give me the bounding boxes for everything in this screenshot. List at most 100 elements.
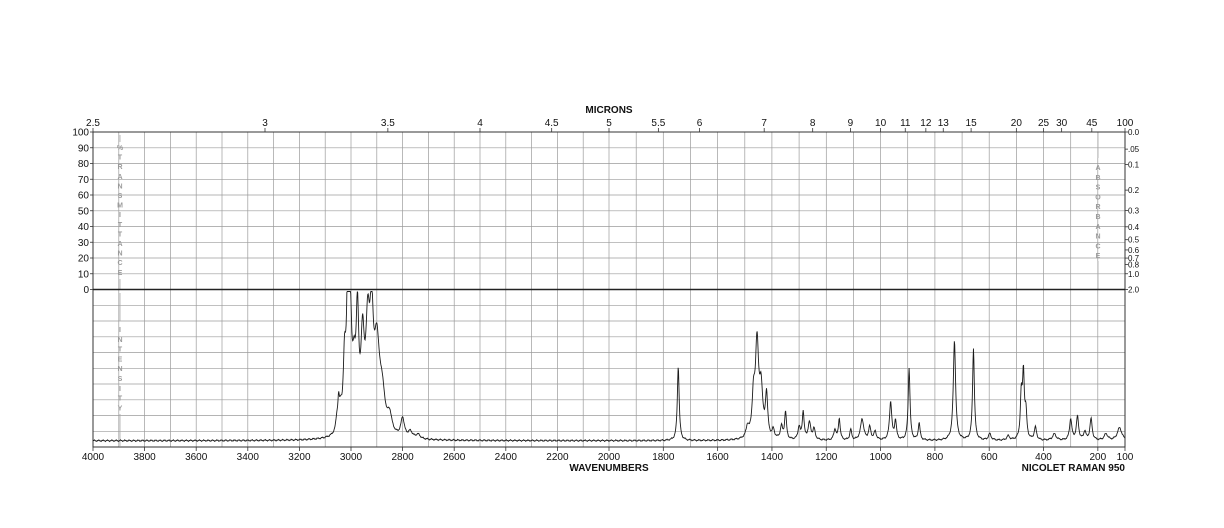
- transmittance-title-letter: A: [117, 241, 122, 248]
- transmittance-title-letter: %: [117, 145, 124, 152]
- top-tick-label: 9: [848, 118, 854, 129]
- bottom-tick-label: 1400: [761, 452, 784, 463]
- bottom-tick-label: 800: [927, 452, 944, 463]
- bottom-axis-ticks: 4000 3800 3600 3400 3200 3000 2800 2600 2400 2200…: [82, 447, 1134, 463]
- bottom-tick-label: 3600: [185, 452, 208, 463]
- spectrum-trace: [92, 291, 1126, 443]
- right-tick-label: 0.8: [1128, 261, 1140, 270]
- left-tick-label: 70: [78, 175, 90, 186]
- intensity-title-letter: E: [118, 356, 123, 363]
- transmittance-title-letter: M: [117, 203, 123, 210]
- transmittance-title-letter: N: [117, 251, 122, 258]
- top-axis-title: MICRONS: [585, 105, 633, 116]
- left-tick-label: 60: [78, 191, 90, 202]
- right-tick-label: 0.4: [1128, 223, 1140, 232]
- top-tick-label: 8: [810, 118, 816, 129]
- top-tick-label: 4: [477, 118, 483, 129]
- top-tick-label: 15: [966, 118, 978, 129]
- intensity-title-letter: S: [118, 376, 123, 383]
- bottom-tick-label: 2800: [391, 452, 414, 463]
- absorbance-title-letter: A: [1095, 165, 1100, 172]
- left-tick-label: 80: [78, 159, 90, 170]
- bottom-tick-label: 1000: [869, 452, 892, 463]
- absorbance-title-letter: B: [1095, 214, 1100, 221]
- absorbance-title-letter: E: [1096, 253, 1101, 260]
- bottom-tick-label: 2000: [598, 452, 621, 463]
- bottom-tick-label: 600: [981, 452, 998, 463]
- bottom-tick-label: 3800: [133, 452, 156, 463]
- absorbance-title-letter: S: [1096, 185, 1101, 192]
- top-tick-label: 100: [1117, 118, 1134, 129]
- top-tick-label: 5: [606, 118, 612, 129]
- top-tick-label: 3.5: [381, 118, 395, 129]
- top-tick-label: 6: [697, 118, 703, 129]
- intensity-title-letter: N: [117, 337, 122, 344]
- absorbance-title-letter: R: [1095, 204, 1100, 211]
- transmittance-title-letter: R: [117, 164, 122, 171]
- top-tick-label: 45: [1086, 118, 1098, 129]
- transmittance-title-letter: I: [119, 212, 121, 219]
- left-tick-label: 90: [78, 143, 90, 154]
- bottom-tick-label: 1600: [707, 452, 730, 463]
- absorbance-title-letter: N: [1095, 234, 1100, 241]
- transmittance-title-letter: N: [117, 183, 122, 190]
- bottom-tick-label: 200: [1089, 452, 1106, 463]
- transmittance-title-letter: T: [118, 155, 123, 162]
- right-tick-label: 0.6: [1128, 246, 1140, 255]
- bottom-tick-label: 1800: [652, 452, 675, 463]
- left-tick-label: 50: [78, 206, 90, 217]
- left-tick-label: 40: [78, 222, 90, 233]
- absorbance-title-letter: B: [1095, 175, 1100, 182]
- top-tick-label: 3: [262, 118, 268, 129]
- bottom-tick-label: 3200: [288, 452, 311, 463]
- bottom-tick-label: 3400: [237, 452, 260, 463]
- top-tick-label: 12: [920, 118, 932, 129]
- absorbance-title-letter: A: [1095, 224, 1100, 231]
- left-tick-label: 0: [83, 285, 89, 296]
- bottom-tick-label: 2600: [443, 452, 466, 463]
- top-tick-label: 7: [761, 118, 767, 129]
- top-tick-label: 13: [938, 118, 950, 129]
- right-tick-label: 0.0: [1128, 128, 1140, 137]
- top-tick-label: 10: [875, 118, 887, 129]
- intensity-title-letter: N: [117, 366, 122, 373]
- transmittance-title-letter: T: [118, 231, 123, 238]
- bottom-tick-label: 400: [1035, 452, 1052, 463]
- transmittance-title-letter: E: [118, 270, 123, 277]
- transmittance-title-letter: C: [117, 260, 122, 267]
- bottom-tick-label: 1200: [815, 452, 838, 463]
- bottom-tick-label: 3000: [340, 452, 363, 463]
- right-tick-label: 0.1: [1128, 160, 1140, 169]
- intensity-title-letter: T: [118, 396, 123, 403]
- right-tick-label: 0.7: [1128, 254, 1140, 263]
- right-tick-label: .05: [1128, 145, 1140, 154]
- intensity-title-letter: Y: [118, 405, 123, 412]
- top-tick-label: 5.5: [651, 118, 665, 129]
- transmittance-title-letter: A: [117, 174, 122, 181]
- transmittance-title-letter: S: [118, 193, 123, 200]
- left-tick-label: 20: [78, 254, 90, 265]
- absorbance-title-letter: O: [1095, 194, 1101, 201]
- absorbance-title-letter: C: [1095, 243, 1100, 250]
- left-tick-label: 30: [78, 238, 90, 249]
- intensity-title-letter: T: [118, 347, 123, 354]
- right-tick-label: 1.0: [1128, 270, 1140, 279]
- bottom-axis-title: WAVENUMBERS: [569, 463, 649, 474]
- bottom-tick-label: 4000: [82, 452, 105, 463]
- top-tick-label: 25: [1038, 118, 1050, 129]
- left-tick-label: 10: [78, 269, 90, 280]
- right-tick-label: 0.3: [1128, 207, 1140, 216]
- right-tick-label: 0.5: [1128, 236, 1140, 245]
- right-axis-ticks: 0.0 .05 0.1 0.2 0.3 0.4 0.50.60.70.81.0 2.0: [1125, 128, 1140, 295]
- right-tick-label: 2.0: [1128, 286, 1140, 295]
- top-tick-label: 20: [1011, 118, 1023, 129]
- instrument-label: NICOLET RAMAN 950: [1022, 463, 1126, 474]
- intensity-title-letter: I: [119, 327, 121, 334]
- top-axis-ticks: 2.5 3 3.5 4 4.5 5 5.5 6 7 8 9 10 11 12 13 15 20 25 30 45 100: [86, 118, 1134, 132]
- bottom-tick-label: 2400: [495, 452, 518, 463]
- top-tick-label: 2.5: [86, 118, 100, 129]
- bottom-tick-label: 100: [1117, 452, 1134, 463]
